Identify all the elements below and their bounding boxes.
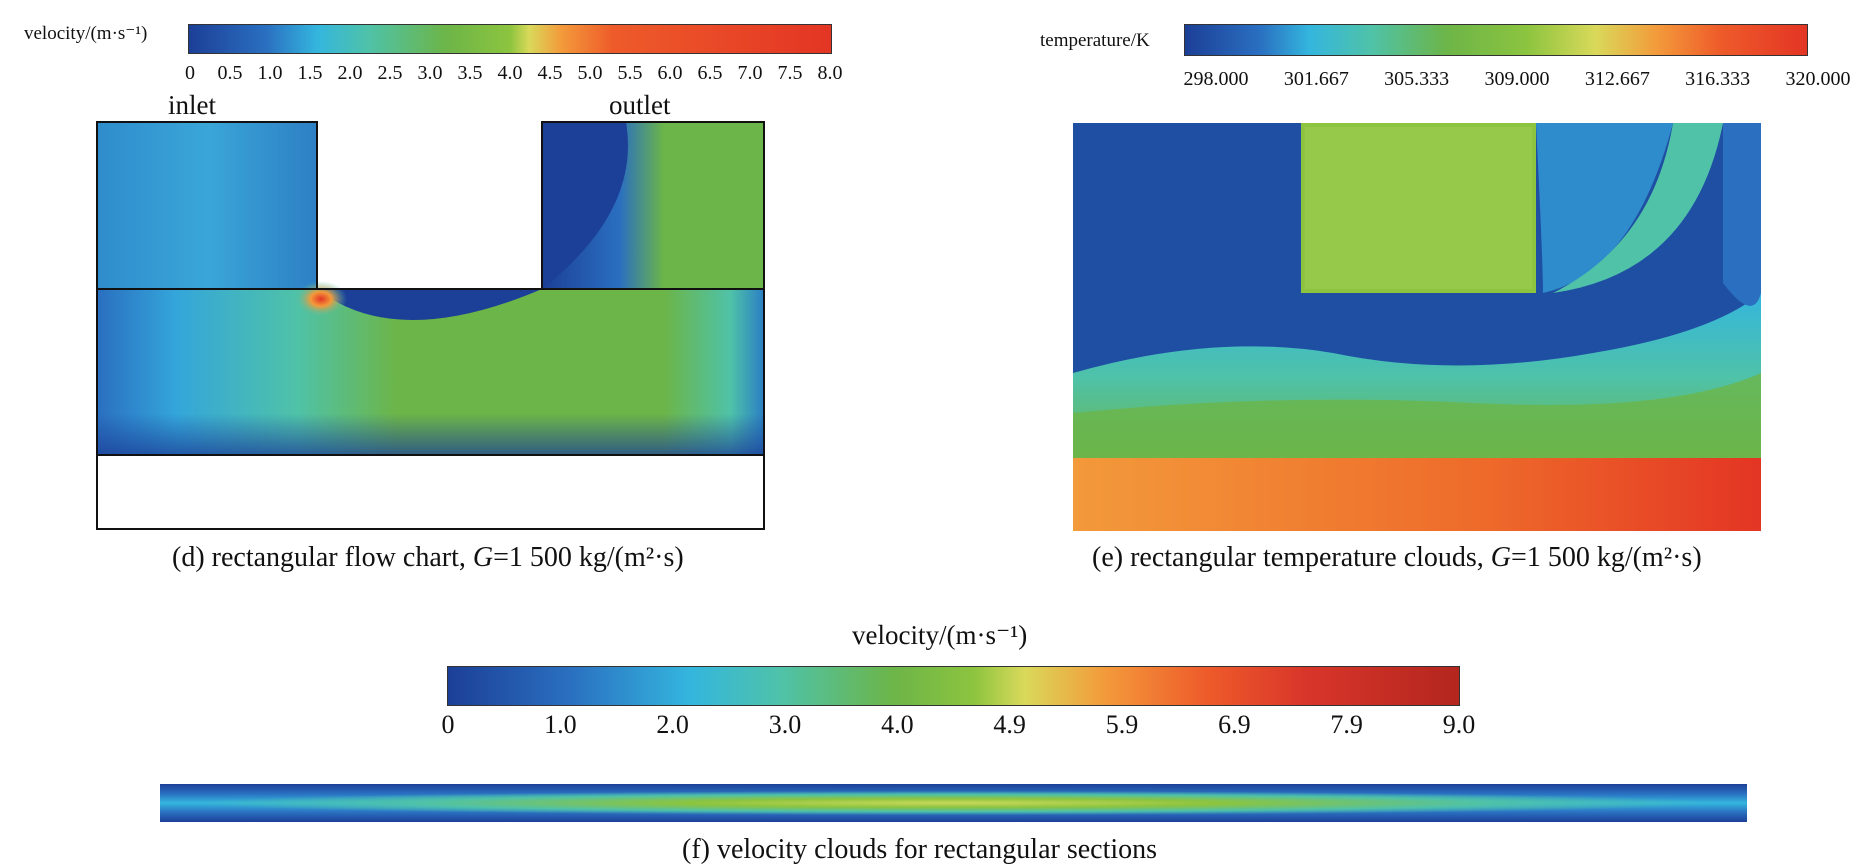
- colorbar-tick-label: 305.333: [1384, 68, 1450, 90]
- colorbar-tick-label: 6.0: [657, 62, 683, 84]
- colorbar-tick-label: 8.0: [817, 62, 843, 84]
- colorbar-tick-label: 1.0: [544, 710, 577, 739]
- colorbar-tick-label: 3.5: [457, 62, 483, 84]
- colorbar-tick-label: 6.9: [1218, 710, 1251, 739]
- velocity-colorbar-title-f: velocity/(m·s⁻¹): [852, 620, 1028, 650]
- colorbar-tick-label: 4.5: [537, 62, 563, 84]
- colorbar-tick-label: 320.000: [1785, 68, 1851, 90]
- colorbar-tick-label: 301.667: [1283, 68, 1349, 90]
- colorbar-tick-label: 316.333: [1685, 68, 1751, 90]
- colorbar-tick-label: 5.5: [617, 62, 643, 84]
- caption-d: (d) rectangular flow chart, G=1 500 kg/(…: [172, 542, 684, 574]
- temperature-contour-e: [1073, 123, 1761, 531]
- velocity-colorbar-f: [447, 666, 1460, 706]
- colorbar-tick-label: 3.0: [768, 710, 802, 739]
- velocity-colorbar-title-d: velocity/(m·s⁻¹): [24, 23, 148, 44]
- velocity-section-f: [160, 784, 1747, 822]
- colorbar-tick-label: 4.0: [497, 62, 523, 84]
- colorbar-tick-label: 2.0: [337, 62, 363, 84]
- colorbar-tick-label: 7.0: [737, 62, 763, 84]
- outlet-label: outlet: [609, 90, 671, 120]
- colorbar-tick-label: 7.9: [1330, 710, 1363, 739]
- colorbar-tick-label: 0: [185, 62, 195, 84]
- colorbar-tick-label: 4.9: [993, 710, 1026, 739]
- colorbar-tick-label: 6.5: [697, 62, 723, 84]
- colorbar-tick-label: 5.0: [577, 62, 603, 84]
- colorbar-tick-label: 312.667: [1584, 68, 1650, 90]
- caption-e-suffix: =1 500 kg/(m²·s): [1511, 542, 1702, 573]
- caption-d-var: G: [472, 542, 494, 573]
- colorbar-tick-label: 9.0: [1442, 710, 1476, 739]
- caption-d-prefix: (d) rectangular flow chart,: [172, 542, 473, 573]
- caption-f: (f) velocity clouds for rectangular sect…: [682, 834, 1158, 865]
- temperature-colorbar: [1184, 24, 1808, 56]
- colorbar-tick-label: 3.0: [417, 62, 443, 84]
- temperature-colorbar-title: temperature/K: [1040, 30, 1150, 51]
- colorbar-tick-label: 0.5: [217, 62, 243, 84]
- velocity-contour-d: [96, 121, 765, 530]
- colorbar-tick-label: 2.5: [377, 62, 403, 84]
- caption-e-var: G: [1490, 542, 1512, 573]
- caption-d-suffix: =1 500 kg/(m²·s): [493, 542, 684, 573]
- colorbar-tick-label: 1.5: [297, 62, 323, 84]
- velocity-colorbar-d: [188, 24, 832, 54]
- colorbar-tick-label: 309.000: [1484, 68, 1550, 90]
- colorbar-tick-label: 7.5: [777, 62, 803, 84]
- colorbar-tick-label: 4.0: [881, 710, 914, 739]
- caption-e-prefix: (e) rectangular temperature clouds,: [1092, 542, 1491, 573]
- caption-e: (e) rectangular temperature clouds, G=1 …: [1092, 542, 1702, 574]
- inlet-label: inlet: [168, 90, 216, 120]
- colorbar-tick-label: 1.0: [257, 62, 283, 84]
- colorbar-tick-label: 5.9: [1105, 710, 1139, 739]
- colorbar-tick-label: 298.000: [1183, 68, 1249, 90]
- colorbar-tick-label: 2.0: [656, 710, 689, 739]
- colorbar-tick-label: 0: [441, 710, 455, 739]
